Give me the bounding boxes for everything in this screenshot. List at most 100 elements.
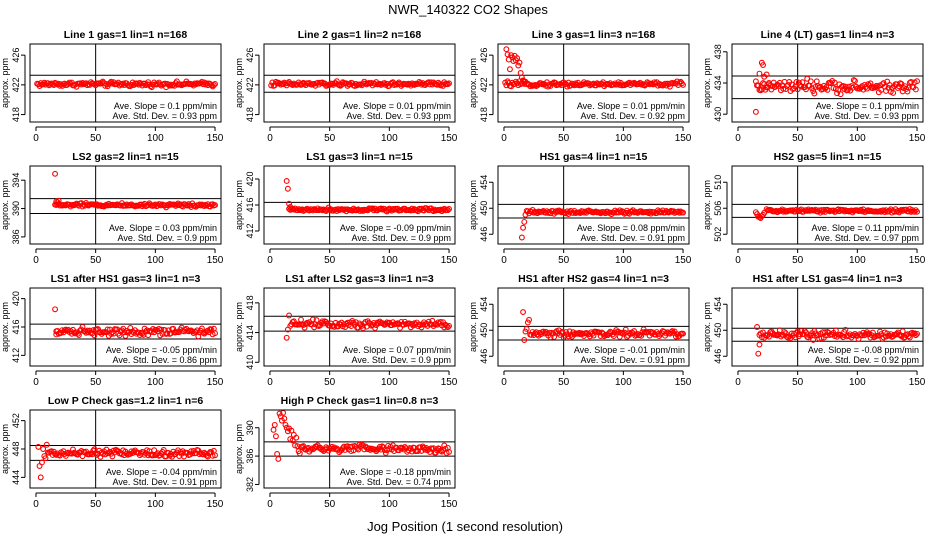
y-axis-label: approx. ppm <box>468 302 478 352</box>
data-point <box>504 51 511 58</box>
chart-panel: LS1 after LS2 gas=3 lin=1 n=3 0 50 100 150 41… <box>234 273 458 388</box>
data-point <box>785 82 792 88</box>
y-axis-label: approx. ppm <box>702 180 712 230</box>
data-point <box>341 443 347 450</box>
y-tick-label: 382 <box>245 477 255 492</box>
data-point <box>890 89 897 96</box>
plot-frame <box>497 165 690 245</box>
stats-annotation: Ave. Slope = 0.08 ppm/min <box>577 223 685 233</box>
chart-panel: LS1 gas=3 lin=1 n=15 0 50 100 150 412 416 420ap… <box>234 151 458 266</box>
data-point <box>372 325 378 331</box>
data-point <box>775 82 782 89</box>
panel-title: High P Check gas=1 lin=0.8 n=3 <box>281 395 439 407</box>
data-point <box>638 332 645 339</box>
data-point <box>810 336 817 343</box>
data-point <box>793 79 800 85</box>
data-points <box>35 441 218 481</box>
y-tick-label: 426 <box>245 48 255 63</box>
x-tick-label: 50 <box>792 255 804 266</box>
data-point <box>576 329 583 336</box>
plot-frame <box>263 287 456 367</box>
stats-annotation: Ave. Std. Dev. = 0.91 ppm <box>581 233 685 243</box>
data-point <box>852 78 858 84</box>
data-point <box>831 79 838 86</box>
x-tick-label: 50 <box>558 255 570 266</box>
x-tick-label: 0 <box>33 499 39 510</box>
x-tick-label: 100 <box>615 255 632 266</box>
data-point <box>520 224 527 231</box>
x-tick-label: 0 <box>33 255 39 266</box>
panel-title: LS1 after LS2 gas=3 lin=1 n=3 <box>285 273 434 285</box>
y-axis-label: approx. ppm <box>234 58 244 108</box>
data-point <box>145 332 152 339</box>
x-tick-label: 50 <box>792 377 804 388</box>
data-point <box>837 91 844 98</box>
x-tick-label: 100 <box>147 255 164 266</box>
data-point <box>676 209 683 216</box>
data-point <box>834 90 840 97</box>
data-point <box>53 451 60 458</box>
x-tick-label: 150 <box>441 377 458 388</box>
y-axis-label: approx. ppm <box>234 302 244 352</box>
data-point <box>164 330 171 337</box>
data-point <box>212 452 218 459</box>
data-point <box>352 319 359 326</box>
data-point <box>532 81 538 88</box>
data-point <box>160 447 167 453</box>
data-point <box>79 80 86 86</box>
data-points <box>52 306 218 340</box>
stats-annotation: Ave. Std. Dev. = 0.91 ppm <box>113 477 217 487</box>
data-point <box>610 81 617 88</box>
data-point <box>680 330 686 337</box>
y-tick-label: 506 <box>713 201 723 216</box>
y-axis-label: approx. ppm <box>468 180 478 230</box>
data-point <box>212 330 218 337</box>
y-axis-label: approx. ppm <box>234 180 244 230</box>
data-point <box>622 326 629 333</box>
plot-frame <box>29 165 222 245</box>
data-points <box>52 170 218 211</box>
stats-annotation: Ave. Slope = 0.01 ppm/min <box>343 101 451 111</box>
y-tick-label: 418 <box>479 107 489 122</box>
data-point <box>84 82 91 89</box>
panel-title: HS1 after HS2 gas=4 lin=1 n=3 <box>518 273 669 285</box>
data-point <box>521 218 528 225</box>
data-point <box>288 427 295 434</box>
y-tick-label: 450 <box>479 201 489 216</box>
y-tick-label: 454 <box>479 175 489 190</box>
data-point <box>756 70 763 77</box>
data-point <box>104 326 111 333</box>
data-point <box>284 428 291 435</box>
panel-title: Line 4 (LT) gas=1 lin=4 n=3 <box>761 29 895 41</box>
x-tick-label: 0 <box>267 133 273 144</box>
data-point <box>289 437 296 444</box>
data-point <box>902 83 909 90</box>
stats-annotation: Ave. Std. Dev. = 0.92 ppm <box>581 111 685 121</box>
y-tick-label: 430 <box>713 107 723 122</box>
data-point <box>518 234 525 241</box>
data-point <box>158 202 165 209</box>
stats-annotation: Ave. Slope = -0.01 ppm/min <box>574 345 685 355</box>
x-tick-label: 50 <box>90 133 102 144</box>
x-tick-label: 50 <box>558 133 570 144</box>
data-point <box>271 421 278 428</box>
data-point <box>52 170 59 177</box>
data-point <box>446 448 452 455</box>
x-tick-label: 50 <box>324 255 336 266</box>
stats-annotation: Ave. Std. Dev. = 0.91 ppm <box>581 355 685 365</box>
data-point <box>437 318 444 325</box>
stats-annotation: Ave. Slope = 0.11 ppm/min <box>812 223 919 233</box>
data-point <box>446 322 452 329</box>
data-point <box>797 331 803 338</box>
x-tick-label: 150 <box>675 255 692 266</box>
data-point <box>91 332 98 339</box>
data-points <box>520 309 686 343</box>
y-axis-label: approx. ppm <box>702 58 712 108</box>
data-point <box>200 329 207 336</box>
chart-panel: Line 4 (LT) gas=1 lin=4 n=3 0 50 100 150 430 4… <box>702 29 926 144</box>
data-point <box>161 80 168 87</box>
stats-annotation: Ave. Std. Dev. = 0.9 ppm <box>352 355 451 365</box>
x-tick-label: 100 <box>615 133 632 144</box>
data-point <box>38 459 45 466</box>
data-point <box>680 209 686 216</box>
